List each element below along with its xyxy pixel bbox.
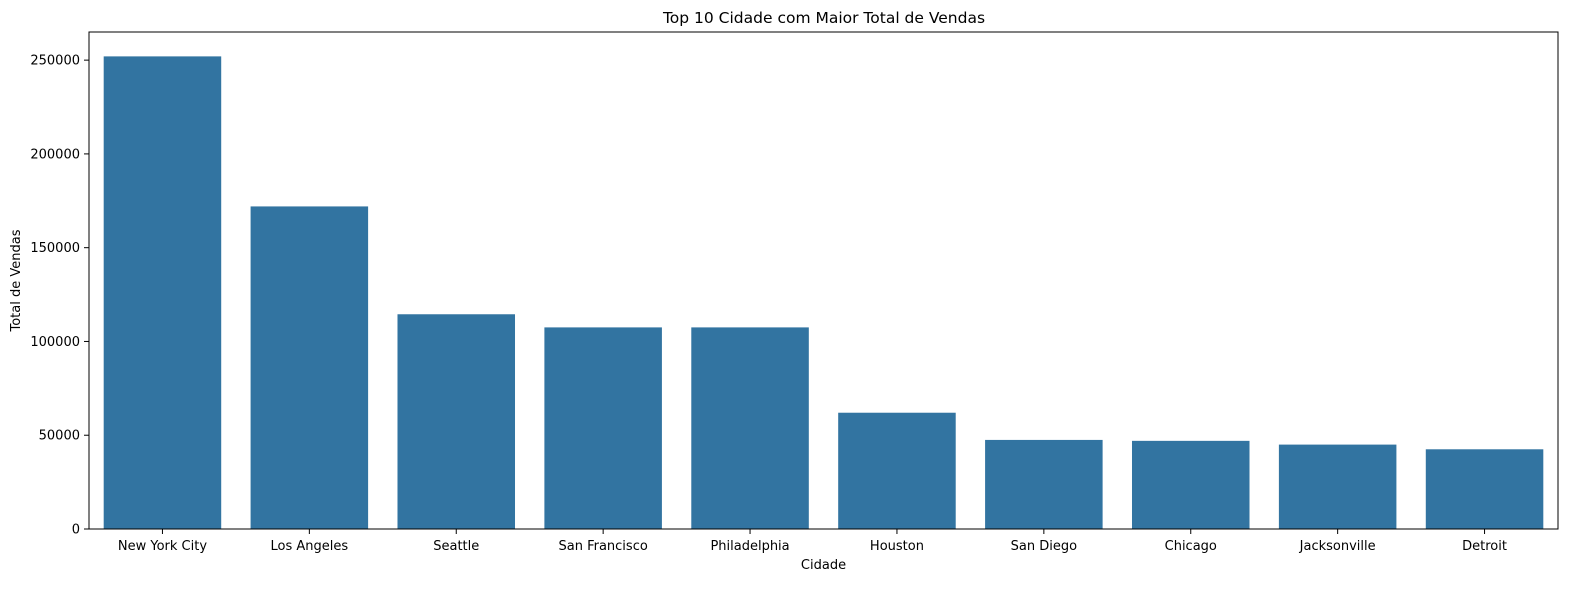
y-tick-label: 200000 [30,147,80,162]
y-tick-label: 50000 [39,429,80,444]
y-axis: 0 50000 100000 150000 200000 250000 [30,54,89,538]
y-tick-label: 150000 [30,241,80,256]
bar [1278,444,1397,529]
x-tick-label: New York City [118,539,207,554]
y-tick-label: 250000 [30,54,80,69]
x-tick-label: Los Angeles [271,539,349,554]
bar [397,314,516,529]
bar [250,206,369,530]
bars-group [103,56,1544,530]
x-tick-label: Chicago [1165,539,1217,554]
x-tick-label: Philadelphia [710,539,789,554]
x-axis-label: Cidade [801,558,846,573]
y-axis-label: Total de Vendas [9,229,24,332]
bar [544,327,662,529]
x-axis: New York City Los Angeles Seattle San Franc… [118,529,1507,554]
x-tick-label: Detroit [1462,539,1507,554]
bar [1425,449,1544,529]
bar [1131,440,1250,529]
x-tick-label: Houston [870,539,924,554]
x-tick-label: San Diego [1011,539,1077,554]
bar [103,56,222,529]
y-tick-label: 0 [72,523,80,538]
y-tick-label: 100000 [30,335,80,350]
plot-frame [88,31,1559,530]
x-tick-label: Seattle [433,539,479,554]
bar [838,412,956,529]
bar [691,327,809,529]
bar [985,439,1103,529]
x-tick-label: Jacksonville [1299,539,1376,554]
x-tick-label: San Francisco [558,539,647,554]
chart-title: Top 10 Cidade com Maior Total de Vendas [662,9,985,27]
